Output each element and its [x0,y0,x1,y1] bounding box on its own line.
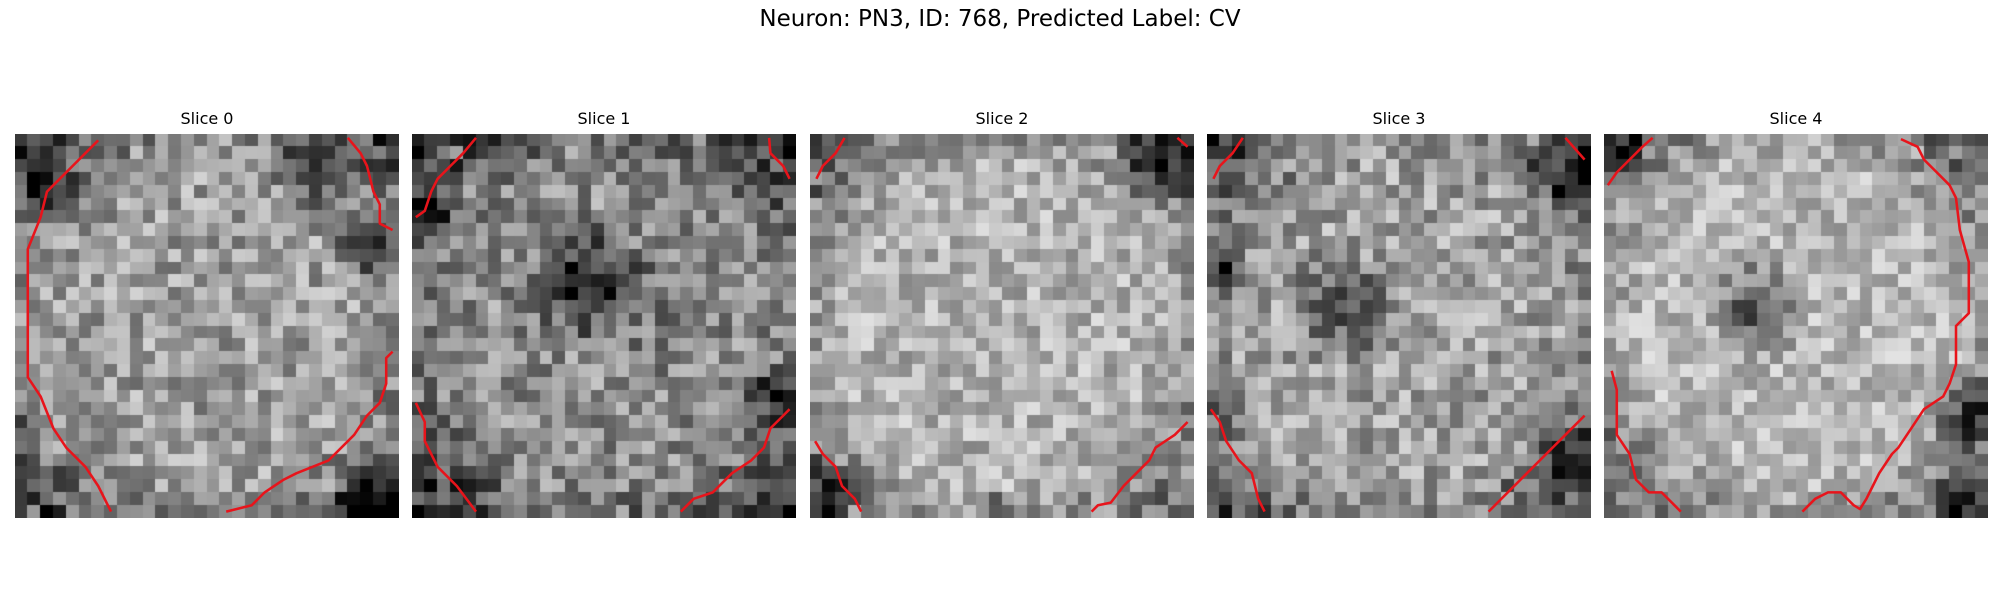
slice-image [810,134,1194,518]
contour-line-0 [1606,136,1654,186]
slice-title: Slice 2 [975,109,1029,128]
slice-image [15,134,399,518]
contour-line-1 [225,350,394,513]
contour-overlay [1209,136,1586,513]
contour-line-3 [1090,421,1189,513]
contour-line-0 [1212,137,1244,180]
contour-line-0 [26,139,113,513]
contour-line-2 [346,137,394,232]
figure-title: Neuron: PN3, ID: 768, Predicted Label: C… [759,6,1241,32]
contour-line-1 [1564,136,1586,161]
slice-title: Slice 3 [1372,109,1426,128]
contour-line-0 [415,137,477,219]
slice-title: Slice 4 [1769,109,1823,128]
grayscale-pixel-grid [412,134,796,518]
grayscale-pixel-grid [1207,134,1591,518]
contour-overlay [26,137,394,513]
grayscale-pixel-grid [810,134,1194,518]
contour-line-3 [679,408,791,513]
contour-line-3 [1487,414,1586,513]
contour-line-1 [767,137,791,180]
slice-image [1604,134,1988,518]
contour-line-1 [1176,136,1189,148]
contour-line-2 [1209,408,1266,513]
contour-line-2 [814,440,863,513]
contour-overlay [1606,136,1971,513]
slice-title: Slice 1 [577,109,631,128]
contour-overlay [414,137,791,513]
contour-line-2 [1610,370,1682,513]
slice-image [1207,134,1591,518]
contour-line-0 [815,137,846,180]
contour-overlay [814,136,1189,513]
contour-line-1 [1801,137,1971,513]
grayscale-pixel-grid [1604,134,1988,518]
contour-line-2 [414,402,478,513]
slice-title: Slice 0 [180,109,234,128]
slice-image [412,134,796,518]
